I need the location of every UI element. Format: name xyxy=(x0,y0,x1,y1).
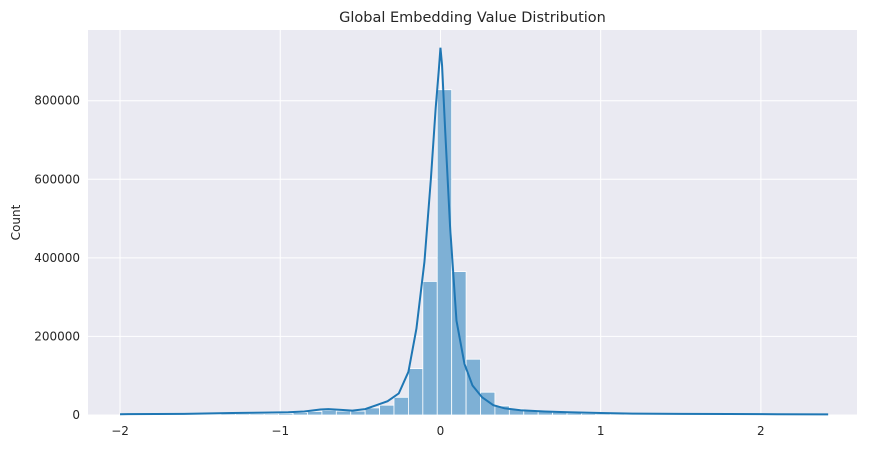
y-axis-label: Count xyxy=(9,204,23,240)
histogram-bar xyxy=(278,413,294,416)
y-tick-label: 600000 xyxy=(34,172,80,186)
plot-background xyxy=(88,30,857,415)
histogram-bar xyxy=(379,404,395,416)
y-tick-label: 200000 xyxy=(34,329,80,343)
y-tick-label: 800000 xyxy=(34,94,80,108)
y-tick-label: 400000 xyxy=(34,251,80,265)
y-axis-ticks: 0 200000 400000 600000 800000 xyxy=(34,94,80,422)
x-tick-label: 1 xyxy=(597,424,605,438)
histogram-bar xyxy=(408,368,424,416)
histogram-bar xyxy=(422,281,438,416)
histogram-bar xyxy=(292,412,308,416)
x-tick-label: −1 xyxy=(271,424,289,438)
x-tick-label: −2 xyxy=(111,424,129,438)
histogram-bar xyxy=(335,410,352,416)
histogram-bar xyxy=(307,411,323,416)
histogram-bar xyxy=(249,413,265,416)
histogram-bar xyxy=(393,396,409,416)
x-tick-label: 0 xyxy=(437,424,445,438)
histogram-bar xyxy=(321,409,337,416)
x-axis-ticks: −2 −1 0 1 2 xyxy=(111,424,765,438)
x-tick-label: 2 xyxy=(757,424,765,438)
histogram-bar xyxy=(350,410,366,416)
histogram-bar xyxy=(234,413,251,416)
histogram-bar xyxy=(436,89,453,416)
chart-title: Global Embedding Value Distribution xyxy=(339,10,606,26)
kde-line xyxy=(120,47,829,416)
y-tick-label: 0 xyxy=(72,408,80,422)
histogram-bar xyxy=(263,413,280,416)
